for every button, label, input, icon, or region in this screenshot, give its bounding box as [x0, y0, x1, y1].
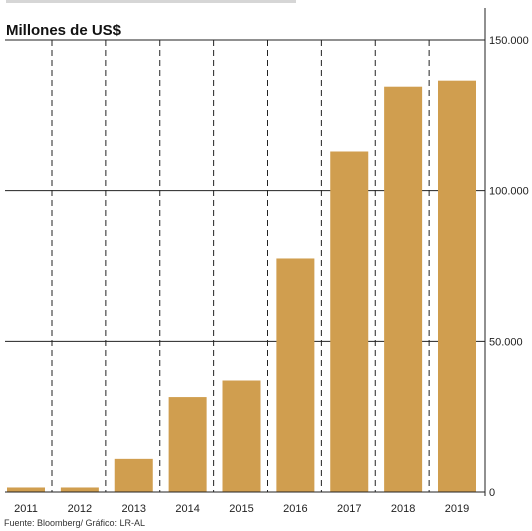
cropped-header-strip	[6, 0, 296, 3]
bar-2014	[168, 397, 207, 492]
bar-2018	[384, 86, 423, 492]
vertical-gridlines	[51, 40, 430, 492]
y-tick-label: 0	[489, 487, 495, 499]
x-tick-label: 2014	[175, 503, 199, 515]
bar-2019	[438, 80, 476, 493]
bar-2012	[60, 487, 99, 492]
x-tick-label: 2011	[14, 503, 38, 515]
x-tick-label: 2012	[68, 503, 92, 515]
bar-2017	[330, 151, 369, 492]
x-tick-label: 2017	[337, 503, 361, 515]
x-tick-label: 2019	[445, 503, 469, 515]
x-tick-labels: 2011 2012 2013 2014 2015 2016 2017 2018 2019	[14, 503, 469, 515]
bar-2016	[276, 258, 315, 492]
x-tick-label: 2016	[283, 503, 307, 515]
y-tick-labels: 0 50.000 100.000 150.000	[489, 35, 529, 499]
x-tick-label: 2013	[122, 503, 146, 515]
bars	[7, 80, 476, 493]
bar-2013	[114, 458, 153, 492]
bar-2015	[222, 380, 261, 492]
x-tick-label: 2018	[391, 503, 415, 515]
y-tick-label: 100.000	[489, 186, 529, 198]
y-tick-label: 150.000	[489, 35, 529, 47]
bar-2011	[7, 487, 45, 492]
source-note: Fuente: Bloomberg/ Gráfico: LR-AL	[4, 518, 145, 528]
chart-title: Millones de US$	[6, 22, 122, 39]
x-tick-label: 2015	[229, 503, 253, 515]
y-tick-label: 50.000	[489, 336, 523, 348]
